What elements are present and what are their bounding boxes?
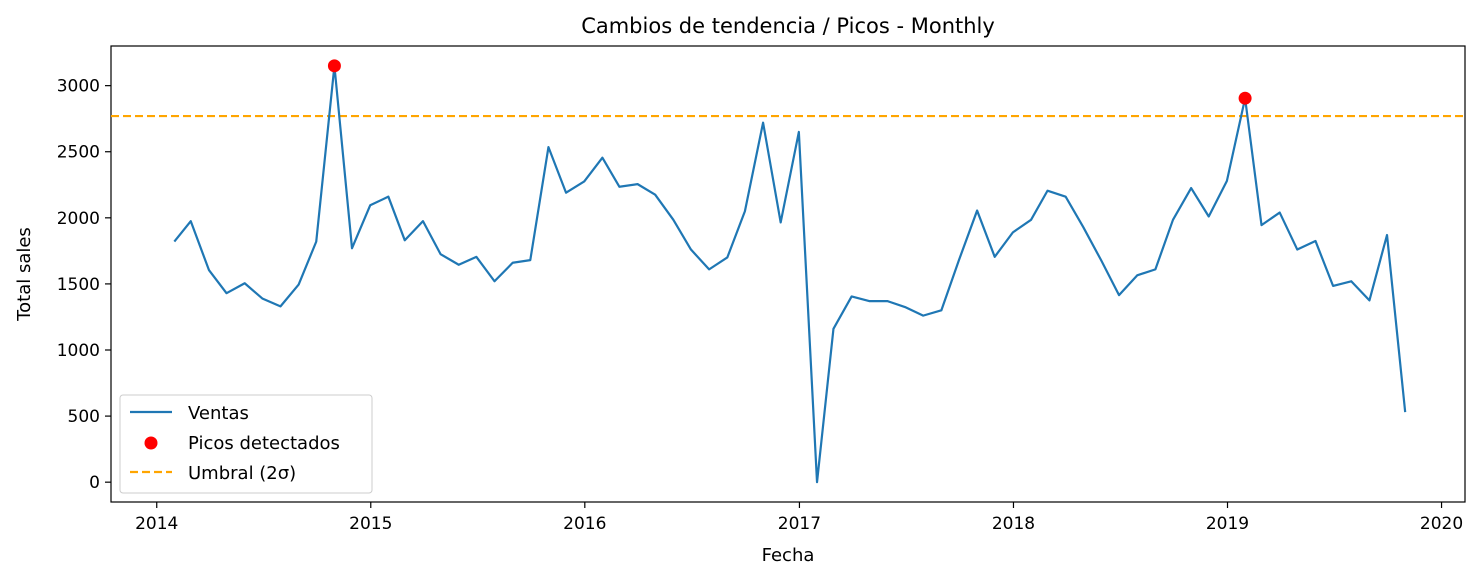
- peak-marker: [327, 59, 341, 73]
- x-tick-label: 2014: [135, 514, 178, 534]
- x-tick-label: 2016: [563, 514, 606, 534]
- y-tick-label: 2500: [57, 143, 100, 163]
- y-tick-label: 1000: [57, 341, 100, 361]
- y-tick-label: 500: [68, 407, 100, 427]
- y-tick-label: 1500: [57, 275, 100, 295]
- x-axis-label: Fecha: [762, 545, 815, 566]
- peak-marker: [1238, 91, 1252, 105]
- legend: Ventas Picos detectados Umbral (2σ): [119, 394, 373, 494]
- legend-box: [119, 394, 373, 494]
- x-tick-label: 2018: [992, 514, 1035, 534]
- x-tick-label: 2017: [778, 514, 821, 534]
- legend-marker-picos: [144, 436, 158, 450]
- x-tick-label: 2019: [1206, 514, 1249, 534]
- y-tick-label: 0: [89, 473, 100, 493]
- plot-frame: [110, 45, 1466, 503]
- y-axis-label: Total sales: [14, 227, 35, 322]
- y-tick-label: 3000: [57, 77, 100, 97]
- x-tick-label: 2015: [349, 514, 392, 534]
- legend-label-umbral: Umbral (2σ): [188, 463, 296, 484]
- legend-label-ventas: Ventas: [188, 403, 249, 424]
- x-tick-label: 2020: [1420, 514, 1463, 534]
- axes: 2014 2015 2016 2017 2018 2019 2020 0 500 1000 1500…: [57, 45, 1466, 534]
- series-line-ventas: [173, 64, 1407, 484]
- legend-label-picos: Picos detectados: [188, 433, 340, 454]
- plot-area: [111, 59, 1465, 484]
- chart-title: Cambios de tendencia / Picos - Monthly: [581, 14, 995, 38]
- y-tick-label: 2000: [57, 209, 100, 229]
